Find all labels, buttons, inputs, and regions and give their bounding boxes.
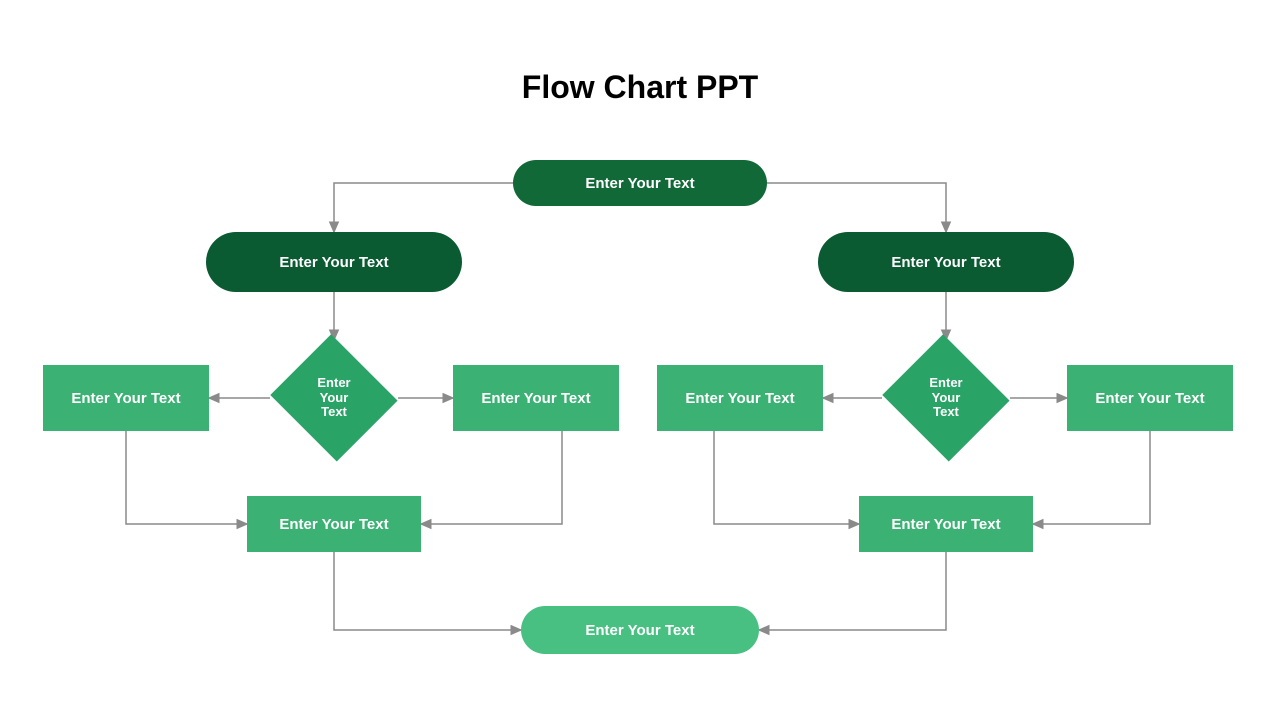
flow-node-label: Enter Your Text bbox=[1095, 390, 1204, 407]
flow-edge bbox=[767, 183, 946, 232]
flowchart-canvas: Flow Chart PPT Enter Your Text Enter Your… bbox=[0, 0, 1280, 720]
flow-node-label: Enter Your Text bbox=[481, 390, 590, 407]
flow-node-label: EnterYourText bbox=[882, 340, 1010, 456]
flow-node-l_dia: EnterYourText bbox=[270, 340, 398, 456]
flow-edge bbox=[421, 431, 562, 524]
flow-node-r_rectR: Enter Your Text bbox=[1067, 365, 1233, 431]
flow-node-r_rectL: Enter Your Text bbox=[657, 365, 823, 431]
flow-node-r_merge: Enter Your Text bbox=[859, 496, 1033, 552]
flow-node-label: Enter Your Text bbox=[585, 175, 694, 192]
flow-node-label: Enter Your Text bbox=[585, 622, 694, 639]
flow-edge bbox=[334, 183, 513, 232]
flow-edge bbox=[334, 552, 521, 630]
flow-node-r_pill: Enter Your Text bbox=[818, 232, 1074, 292]
flow-node-label: Enter Your Text bbox=[685, 390, 794, 407]
flow-node-label: EnterYourText bbox=[270, 340, 398, 456]
flow-node-final: Enter Your Text bbox=[521, 606, 759, 654]
flow-node-label: Enter Your Text bbox=[891, 254, 1000, 271]
flow-node-l_merge: Enter Your Text bbox=[247, 496, 421, 552]
flow-edge bbox=[1033, 431, 1150, 524]
flow-node-l_rectR: Enter Your Text bbox=[453, 365, 619, 431]
flow-node-r_dia: EnterYourText bbox=[882, 340, 1010, 456]
flow-node-top: Enter Your Text bbox=[513, 160, 767, 206]
flow-edge bbox=[126, 431, 247, 524]
flow-node-label: Enter Your Text bbox=[279, 254, 388, 271]
flow-edge bbox=[759, 552, 946, 630]
flow-node-label: Enter Your Text bbox=[891, 516, 1000, 533]
flow-node-l_rectL: Enter Your Text bbox=[43, 365, 209, 431]
page-title: Flow Chart PPT bbox=[0, 69, 1280, 106]
flow-edge bbox=[714, 431, 859, 524]
flow-node-l_pill: Enter Your Text bbox=[206, 232, 462, 292]
flow-node-label: Enter Your Text bbox=[71, 390, 180, 407]
flow-node-label: Enter Your Text bbox=[279, 516, 388, 533]
